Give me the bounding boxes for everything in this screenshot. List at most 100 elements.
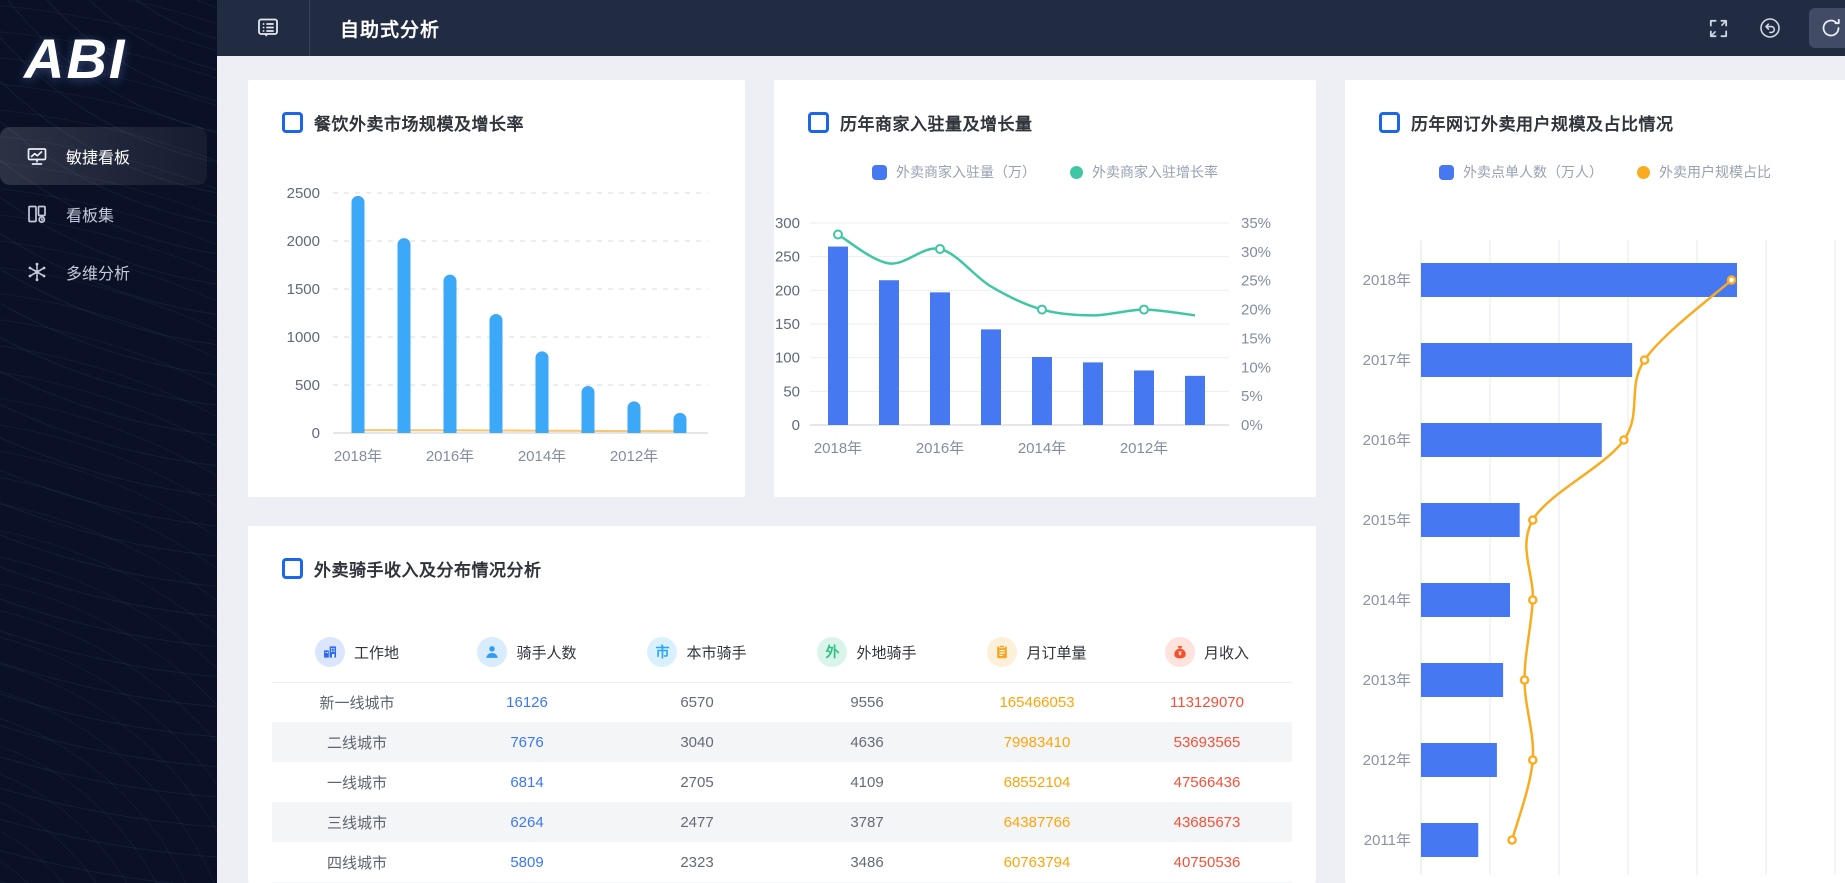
svg-text:2016年: 2016年	[916, 440, 964, 457]
outside-city-icon: 外	[817, 637, 848, 667]
table-row: 四线城市 5809 2323 3486 60763794 40750536	[272, 842, 1292, 882]
kanban-set-icon	[26, 203, 48, 225]
legend-label: 外卖点单人数（万人）	[1463, 164, 1603, 180]
table-cell: 四线城市	[326, 854, 387, 872]
column-label: 外地骑手	[856, 644, 917, 662]
column-label: 月订单量	[1026, 644, 1087, 662]
legend-item[interactable]: 外卖点单人数（万人）	[1439, 162, 1603, 182]
legend-square-marker	[872, 164, 887, 180]
market-size-chart: 0 500 1000 1500 2000 2500 2018年 2016年 2014年 2012年	[258, 148, 718, 483]
card-merchant-growth: 历年商家入驻量及增长量 外卖商家入驻量（万） 外卖商家入驻增长率 0 50 100 15…	[774, 80, 1316, 497]
sidebar-item-label: 看板集	[66, 208, 115, 225]
sidebar-item-agile-dashboard[interactable]: 敏捷看板	[0, 127, 207, 185]
chart-select-checkbox[interactable]	[808, 112, 829, 133]
table-cell: 一线城市	[326, 774, 387, 792]
card-title: 餐饮外卖市场规模及增长率	[314, 115, 524, 134]
sidebar-item-board-set[interactable]: 看板集	[0, 185, 217, 243]
table-cell: 3787	[850, 813, 884, 831]
card-title-row: 餐饮外卖市场规模及增长率	[282, 110, 524, 135]
refresh-icon[interactable]	[1809, 8, 1845, 48]
svg-text:2500: 2500	[287, 185, 320, 202]
undo-icon[interactable]	[1757, 15, 1783, 41]
table-cell: 2705	[680, 773, 714, 791]
table-cell: 2323	[680, 853, 714, 871]
column-header: 外外地骑手	[782, 637, 952, 667]
table-cell: 5809	[510, 853, 544, 871]
table-cell: 79983410	[1003, 733, 1071, 751]
table-cell: 3486	[850, 853, 884, 871]
legend-label: 外卖商家入驻量（万）	[896, 164, 1036, 180]
table-cell: 3040	[680, 733, 714, 751]
local-city-icon: 市	[647, 637, 678, 667]
svg-text:2012年: 2012年	[610, 448, 658, 465]
income-icon: ¥	[1164, 637, 1195, 667]
multidim-analysis-icon	[26, 261, 48, 283]
svg-text:250: 250	[775, 249, 800, 266]
table-cell: 6264	[510, 813, 544, 831]
chart-select-checkbox[interactable]	[282, 558, 303, 579]
svg-text:2014年: 2014年	[518, 448, 566, 465]
svg-text:35%: 35%	[1241, 215, 1271, 232]
sidebar-item-multidim-analysis[interactable]: 多维分析	[0, 243, 217, 301]
svg-text:2012年: 2012年	[1363, 752, 1411, 769]
svg-text:2014年: 2014年	[1018, 440, 1066, 457]
column-label: 工作地	[353, 644, 399, 662]
svg-text:500: 500	[295, 377, 320, 394]
chart-select-checkbox[interactable]	[1379, 112, 1400, 133]
table-cell: 68552104	[1003, 773, 1071, 791]
sidebar: ABI 敏捷看板 看板集	[0, 0, 217, 883]
table-cell: 16126	[506, 693, 548, 711]
svg-text:2016年: 2016年	[426, 448, 474, 465]
table-row: 二线城市 7676 3040 4636 79983410 53693565	[272, 722, 1292, 762]
svg-text:2017年: 2017年	[1363, 352, 1411, 369]
svg-text:2018年: 2018年	[334, 448, 382, 465]
legend-item[interactable]: 外卖商家入驻增长率	[1070, 162, 1218, 182]
legend-item[interactable]: 外卖用户规模占比	[1637, 162, 1771, 182]
table-cell: 47566436	[1173, 773, 1241, 791]
column-header: 骑手人数	[442, 637, 612, 667]
sidebar-menu: 敏捷看板 看板集	[0, 127, 217, 301]
table-row: 新一线城市 16126 6570 9556 165466053 113129070	[272, 682, 1292, 722]
app-logo: ABI	[24, 27, 127, 90]
card-market-size: 餐饮外卖市场规模及增长率 0 500 1000 1500 2000 2500 2018年 20…	[248, 80, 745, 497]
column-header: 市本市骑手	[612, 637, 782, 667]
merchant-chart-legend: 外卖商家入驻量（万） 外卖商家入驻增长率	[774, 162, 1316, 182]
svg-text:2013年: 2013年	[1363, 672, 1411, 689]
svg-text:150: 150	[775, 316, 800, 333]
table-cell: 60763794	[1003, 853, 1071, 871]
table-cell: 三线城市	[326, 814, 387, 832]
report-list-icon[interactable]	[255, 15, 281, 41]
orders-icon	[987, 637, 1018, 667]
svg-text:300: 300	[775, 215, 800, 232]
svg-text:200: 200	[775, 282, 800, 299]
legend-square-marker	[1439, 164, 1454, 180]
chart-select-checkbox[interactable]	[282, 112, 303, 133]
svg-text:2018年: 2018年	[1363, 272, 1411, 289]
card-title: 外卖骑手收入及分布情况分析	[314, 561, 542, 580]
legend-item[interactable]: 外卖商家入驻量（万）	[872, 162, 1036, 182]
dashboard-board-icon	[26, 145, 48, 167]
rider-icon	[477, 637, 508, 667]
svg-text:2015年: 2015年	[1363, 512, 1411, 529]
table-cell: 53693565	[1173, 733, 1241, 751]
legend-label: 外卖商家入驻增长率	[1092, 164, 1218, 180]
card-title: 历年商家入驻量及增长量	[840, 115, 1033, 134]
topbar-divider	[309, 0, 310, 56]
svg-text:2012年: 2012年	[1120, 440, 1168, 457]
building-icon	[314, 637, 345, 667]
topbar-actions	[1705, 0, 1845, 56]
svg-text:10%: 10%	[1241, 359, 1271, 376]
table-row: 一线城市 6814 2705 4109 68552104 47566436	[272, 762, 1292, 802]
fullscreen-icon[interactable]	[1705, 15, 1731, 41]
legend-circle-marker	[1070, 165, 1083, 179]
legend-label: 外卖用户规模占比	[1659, 164, 1771, 180]
svg-text:100: 100	[775, 350, 800, 367]
table-cell: 40750536	[1173, 853, 1241, 871]
svg-text:1500: 1500	[287, 281, 320, 298]
svg-text:2011年: 2011年	[1364, 832, 1411, 849]
svg-text:0: 0	[792, 417, 800, 434]
svg-text:2016年: 2016年	[1363, 432, 1411, 449]
svg-text:25%: 25%	[1241, 273, 1271, 290]
card-title-row: 外卖骑手收入及分布情况分析	[282, 556, 542, 581]
table-row: 三线城市 6264 2477 3787 64387766 43685673	[272, 802, 1292, 842]
